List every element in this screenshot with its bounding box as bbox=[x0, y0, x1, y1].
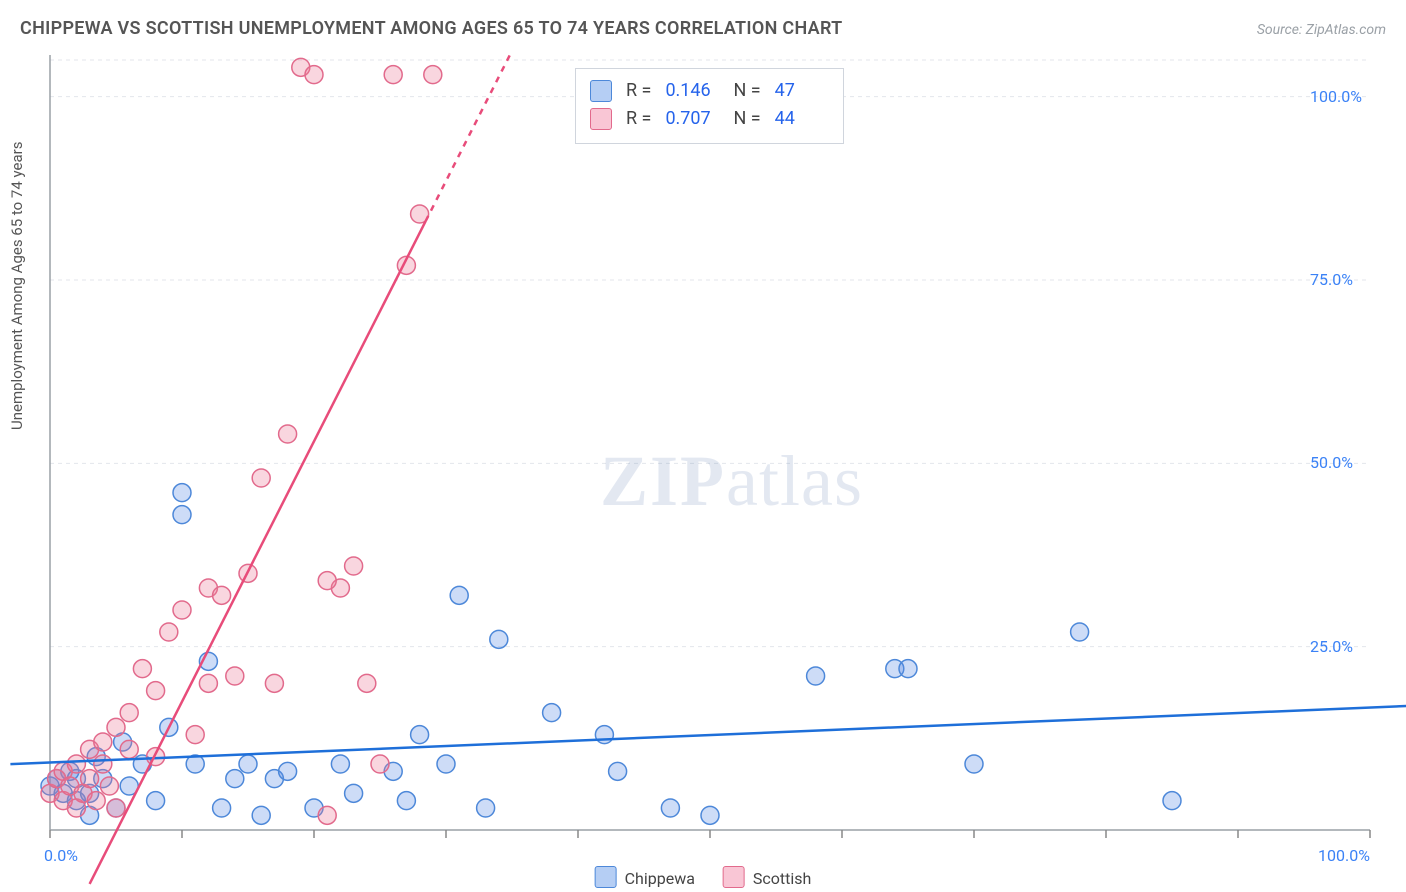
legend-swatch bbox=[590, 108, 612, 130]
legend-swatch bbox=[595, 866, 617, 888]
y-tick-label: 75.0% bbox=[1310, 270, 1353, 289]
stats-row: R =0.707N =44 bbox=[590, 105, 829, 133]
y-tick-label: 25.0% bbox=[1310, 637, 1353, 656]
legend-label: Scottish bbox=[753, 869, 811, 888]
legend-item: Chippewa bbox=[595, 866, 695, 888]
stats-legend-box: R =0.146N =47R =0.707N =44 bbox=[575, 68, 844, 144]
y-tick-label: 50.0% bbox=[1310, 453, 1353, 472]
legend-item: Scottish bbox=[723, 866, 811, 888]
stats-row: R =0.146N =47 bbox=[590, 77, 829, 105]
legend-swatch bbox=[723, 866, 745, 888]
y-tick-label: 100.0% bbox=[1310, 87, 1362, 106]
legend-swatch bbox=[590, 80, 612, 102]
legend-bottom: Chippewa Scottish bbox=[595, 866, 812, 888]
legend-label: Chippewa bbox=[625, 869, 695, 888]
x-tick-label: 100.0% bbox=[1318, 846, 1370, 865]
x-tick-label: 0.0% bbox=[44, 846, 78, 865]
